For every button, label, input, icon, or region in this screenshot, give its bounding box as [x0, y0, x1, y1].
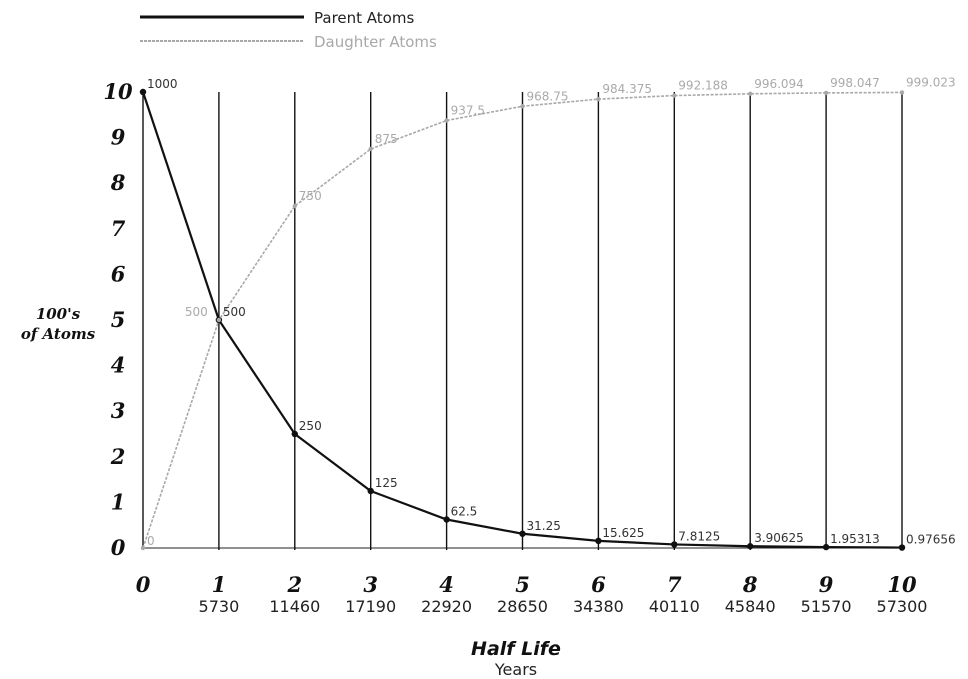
daughter-point-7: [672, 93, 677, 98]
x-tick-years-1: 5730: [199, 597, 240, 616]
legend: Parent Atoms Daughter Atoms: [140, 9, 437, 51]
daughter-data-label-2: 750: [299, 189, 322, 203]
gridlines: [142, 92, 903, 550]
daughter-point-5: [520, 104, 525, 109]
x-tick-years-4: 22920: [421, 597, 472, 616]
x-tick-4: 4: [439, 572, 454, 597]
daughter-data-label-4: 937.5: [451, 104, 485, 118]
parent-point-9: [822, 543, 830, 551]
y-tick-1: 1: [111, 489, 126, 514]
y-tick-6: 6: [111, 261, 126, 286]
daughter-data-label-3: 875: [375, 132, 398, 146]
daughter-data-label-1: 500: [185, 305, 208, 319]
daughter-data-label-6: 984.375: [602, 82, 652, 96]
parent-data-label-6: 15.625: [602, 526, 644, 540]
x-tick-2: 2: [286, 572, 302, 597]
parent-data-label-0: 1000: [147, 77, 178, 91]
daughter-data-label-5: 968.75: [527, 89, 569, 103]
y-axis-label-line1: 100's: [36, 305, 81, 323]
daughter-data-label-7: 992.188: [678, 79, 728, 93]
parent-data-label-10: 0.97656: [906, 533, 956, 547]
parent-point-10: [898, 544, 906, 551]
x-tick-years-7: 40110: [649, 597, 700, 616]
daughter-point-0: [140, 545, 146, 551]
legend-label-parent: Parent Atoms: [314, 9, 414, 27]
y-tick-10: 10: [103, 79, 133, 104]
parent-data-label-8: 3.90625: [754, 531, 804, 545]
y-axis-ticks: 0 1 2 3 4 5 6 7 8 9 10: [103, 79, 133, 560]
data-labels: 1000 500 250 125 62.5 31.25 15.625 7.8125 3.9062…: [147, 75, 956, 548]
parent-data-label-7: 7.8125: [678, 529, 720, 543]
daughter-point-6: [596, 96, 601, 102]
parent-data-label-2: 250: [299, 419, 322, 433]
x-tick-8: 8: [742, 572, 758, 597]
daughter-point-3: [368, 146, 373, 152]
y-tick-2: 2: [110, 444, 126, 469]
x-tick-years-9: 51570: [801, 597, 852, 616]
x-axis-label: Half Life: [471, 638, 561, 660]
legend-label-daughter: Daughter Atoms: [314, 33, 437, 51]
parent-data-label-9: 1.95313: [830, 532, 880, 546]
daughter-data-label-10: 999.023: [906, 75, 956, 89]
x-tick-5: 5: [515, 572, 530, 597]
y-axis-label-line2: of Atoms: [21, 325, 96, 343]
parent-data-label-3: 125: [375, 476, 398, 490]
x-tick-years-8: 45840: [725, 597, 776, 616]
y-tick-9: 9: [111, 125, 126, 150]
parent-data-label-1: 500: [223, 305, 246, 319]
x-tick-years-5: 28650: [497, 597, 548, 616]
daughter-point-8: [748, 91, 753, 96]
series-group: [139, 88, 906, 551]
x-tick-9: 9: [819, 572, 834, 597]
daughter-data-label-9: 998.047: [830, 76, 880, 90]
x-tick-0: 0: [136, 572, 151, 597]
parent-point-2: [291, 430, 298, 438]
parent-data-label-5: 31.25: [527, 519, 561, 533]
daughter-point-9: [823, 90, 829, 96]
y-tick-7: 7: [111, 216, 126, 241]
parent-point-8: [747, 543, 754, 550]
parent-point-6: [595, 537, 602, 545]
x-tick-7: 7: [667, 572, 682, 597]
parent-data-label-4: 62.5: [451, 505, 478, 519]
y-tick-3: 3: [111, 398, 126, 423]
x-tick-years-6: 34380: [573, 597, 624, 616]
y-tick-0: 0: [111, 535, 126, 560]
x-tick-3: 3: [363, 572, 378, 597]
x-tick-6: 6: [591, 572, 606, 597]
daughter-point-10: [899, 90, 905, 95]
daughter-point-1: [216, 317, 222, 323]
daughter-point-2: [292, 203, 297, 209]
x-tick-years-10: 57300: [877, 597, 928, 616]
parent-point-4: [443, 516, 450, 523]
x-tick-years-3: 17190: [345, 597, 396, 616]
y-tick-8: 8: [110, 170, 126, 195]
parent-point-7: [671, 541, 678, 548]
y-tick-4: 4: [111, 353, 126, 378]
x-axis-sublabel: Years: [494, 660, 537, 679]
x-tick-years-2: 11460: [269, 597, 320, 616]
parent-point-0: [139, 88, 147, 96]
parent-point-5: [519, 530, 526, 537]
x-tick-10: 10: [887, 572, 917, 597]
x-tick-1: 1: [212, 572, 227, 597]
daughter-data-label-8: 996.094: [754, 77, 804, 91]
parent-point-3: [367, 487, 374, 495]
daughter-data-label-0: 0: [147, 534, 155, 548]
y-tick-5: 5: [111, 307, 126, 332]
daughter-point-4: [444, 118, 449, 123]
